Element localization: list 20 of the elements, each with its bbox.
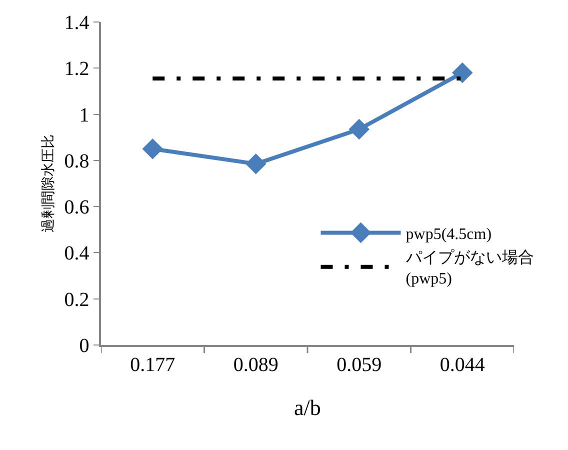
y-tick-label: 0.6: [64, 196, 90, 219]
y-tick-label: 0.4: [64, 242, 90, 265]
y-tick-label: 0: [79, 335, 90, 357]
x-tick-label: 0.044: [440, 354, 485, 376]
point: [348, 118, 370, 140]
point: [142, 138, 164, 160]
y-axis-title: 過剰間隙水圧比: [40, 134, 56, 232]
y-tick-label: 0.2: [64, 288, 90, 311]
x-tick-label: 0.059: [336, 354, 382, 376]
legend-label: パイプがない場合(pwp5): [404, 248, 534, 288]
legend-label: pwp5(4.5cm): [406, 226, 492, 243]
point: [452, 62, 473, 84]
y-tick-label: 1.4: [64, 12, 90, 34]
y-tick-label: 0.8: [64, 150, 90, 172]
y-tick-label: 1: [79, 104, 90, 126]
x-tick-label: 0.177: [130, 354, 176, 376]
point: [245, 153, 266, 174]
x-axis-title: a/b: [294, 395, 321, 420]
y-tick-label: 1.2: [64, 58, 90, 80]
x-tick-label: 0.089: [233, 354, 278, 376]
